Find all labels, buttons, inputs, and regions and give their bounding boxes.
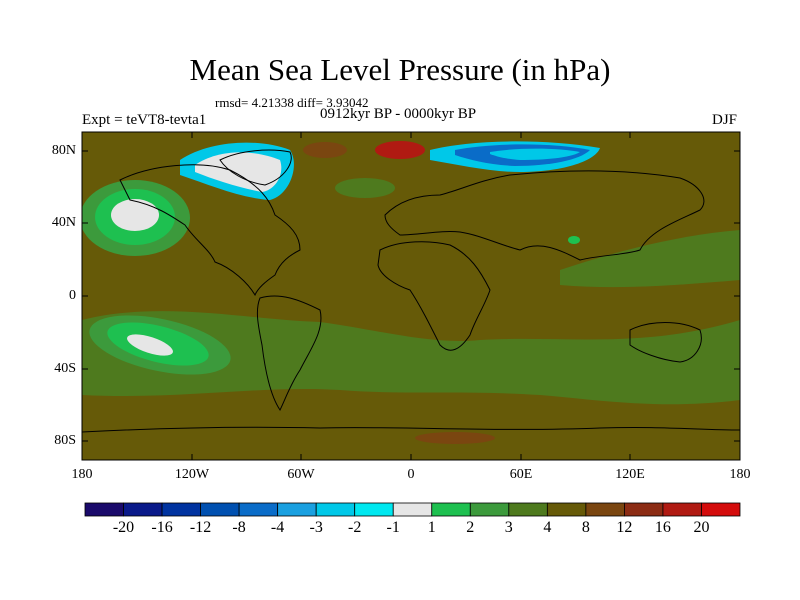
australia-coast [629,322,702,363]
colorbar-swatch [508,502,548,517]
colorbar-swatch [200,502,240,517]
colorbar [84,502,741,517]
colorbar-swatch [701,502,741,517]
colorbar-swatch [546,502,587,517]
colorbar-swatch [469,502,510,517]
period-label: 0912kyr BP - 0000kyr BP [320,106,477,122]
colorbar-label: -2 [348,519,362,536]
colorbar-label: -3 [309,519,323,536]
lat-label: 80N [51,143,76,158]
colorbar-label: 8 [581,519,590,536]
colorbar-swatch [354,502,394,517]
colorbar-label: 4 [543,519,552,536]
lat-label: 80S [54,433,76,448]
north-pacific-band [560,230,740,288]
southern-anomaly-band [82,311,740,405]
colorbar-label: 3 [504,519,513,536]
north-atlantic-patch [335,178,395,198]
greenland-coast [219,149,292,186]
colorbar-swatch [84,502,124,517]
south-pacific-low-core [127,334,173,356]
map-field [82,132,740,460]
asia-patch [568,236,580,244]
arctic-high-anomaly [375,141,425,159]
colorbar-label: -4 [270,519,285,536]
axis-ticks [82,132,740,460]
lon-label: 120W [174,467,210,482]
colorbar-label: -1 [386,519,400,536]
colorbar-swatch [161,502,201,517]
experiment-label: Expt = teVT8-tevta1 [82,112,207,128]
greenland-high-anomaly [303,142,347,158]
lon-label: 120E [615,467,645,482]
antarctica-coast [82,426,740,433]
lon-label: 60E [509,467,533,482]
colorbar-swatch [123,502,163,517]
colorbar-label: -8 [232,519,246,536]
colorbar-swatch [277,502,317,517]
coastlines [82,149,740,433]
lon-label: 0 [407,467,415,482]
colorbar-swatch [624,502,664,517]
colorbar-swatch [585,502,625,517]
lon-label: 180 [71,467,93,482]
colorbar-swatch [315,502,356,517]
colorbar-label: 16 [654,519,671,536]
colorbar-label: -16 [151,519,173,536]
colorbar-label: 12 [616,519,633,536]
colorbar-swatch [431,502,471,517]
arctic-canada-near-zero [195,152,282,192]
rmsd-diff-stats: rmsd= 4.21338 diff= 3.93042 [215,95,369,110]
north-america-coast [119,164,301,297]
colorbar-label: -12 [189,519,212,536]
south-america-coast [256,295,322,411]
africa-coast [377,241,491,351]
north-pacific-low-core [111,199,159,231]
season-label: DJF [712,112,738,128]
lat-label: 40N [51,215,76,230]
colorbar-label: 2 [466,519,475,536]
lat-label: 0 [69,288,76,303]
colorbar-swatch [238,502,279,517]
anomaly-background [82,132,740,460]
map-title: Mean Sea Level Pressure (in hPa) [189,52,611,87]
colorbar-label: 20 [693,519,710,536]
lon-label: 180 [729,467,751,482]
colorbar-swatch [392,502,433,517]
siberia-low-core [490,148,580,160]
eurasia-coast [384,170,705,261]
lat-label: 40S [54,361,76,376]
antarctic-high-anomaly [415,432,495,444]
lon-label: 60W [287,467,315,482]
colorbar-label: -20 [112,519,135,536]
colorbar-swatch [662,502,702,517]
colorbar-label: 1 [427,519,436,536]
